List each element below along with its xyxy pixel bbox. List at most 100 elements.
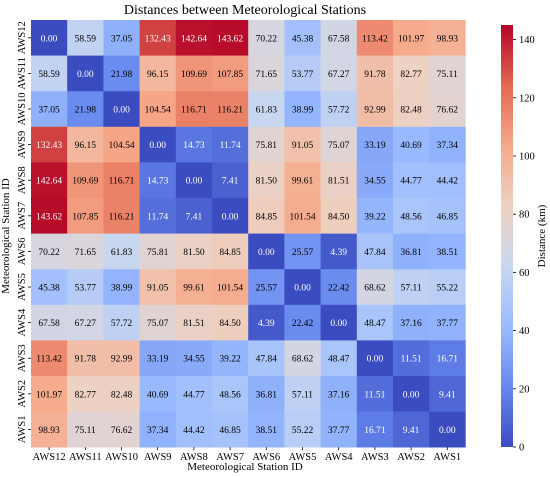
cell-value-label: 58.59 (38, 70, 60, 80)
heatmap-cell (175, 233, 213, 270)
heatmap-cell (103, 126, 140, 163)
cell-value-label: 38.99 (111, 284, 133, 294)
cell-value-label: 101.97 (36, 390, 62, 400)
cell-value-label: 61.83 (256, 106, 278, 116)
cell-value-label: 48.56 (219, 390, 241, 400)
heatmap-cell (284, 126, 321, 163)
heatmap-cell (320, 162, 358, 199)
heatmap-cell (139, 20, 177, 56)
heatmap-cell (320, 233, 358, 270)
cell-value-label: 75.81 (147, 248, 169, 258)
heatmap-cell (284, 55, 321, 92)
heatmap-cell (320, 411, 358, 448)
cell-value-label: 14.73 (183, 141, 205, 151)
heatmap-cell (393, 411, 430, 448)
x-tick-label: AWS5 (289, 452, 317, 463)
cell-value-label: 46.85 (437, 212, 459, 222)
heatmap-cell (356, 233, 394, 270)
heatmap-cell (248, 198, 285, 234)
heatmap-cell (103, 55, 140, 92)
heatmap-cell (429, 340, 466, 377)
cell-value-label: 45.38 (292, 34, 314, 44)
heatmap-cell (320, 304, 358, 341)
cell-value-label: 104.54 (145, 106, 171, 116)
heatmap-cell (103, 376, 140, 412)
heatmap-cell (139, 304, 177, 341)
heatmap-cell (284, 20, 321, 56)
heatmap-cell (31, 126, 68, 163)
cell-value-label: 37.16 (328, 390, 350, 400)
y-tick-label: AWS5 (17, 273, 28, 301)
cell-value-label: 81.51 (328, 177, 350, 187)
heatmap-cell (320, 91, 358, 128)
cell-value-label: 0.00 (113, 106, 130, 116)
heatmap-cells: 0.00 58.59 37.05 132.43 142.64 143.62 70.22 45.… (31, 20, 466, 448)
heatmap-cell (356, 162, 394, 199)
x-tick-label: AWS10 (105, 452, 138, 463)
heatmap-cell (175, 269, 213, 306)
cell-value-label: 98.93 (437, 34, 459, 44)
cell-value-label: 57.72 (111, 319, 133, 329)
cell-value-label: 71.65 (256, 70, 278, 80)
heatmap-cell (139, 198, 177, 234)
cell-value-label: 91.05 (292, 141, 314, 151)
heatmap-cell (175, 55, 213, 92)
cell-value-label: 7.41 (222, 177, 239, 187)
heatmap-cell (31, 162, 68, 199)
cell-value-label: 84.50 (219, 319, 241, 329)
x-tick-label: AWS11 (69, 452, 102, 463)
cell-value-label: 16.71 (437, 355, 459, 365)
cell-value-label: 0.00 (41, 34, 58, 44)
heatmap-cell (429, 233, 466, 270)
heatmap-cell (175, 20, 213, 56)
cell-value-label: 82.48 (111, 390, 133, 400)
cell-value-label: 143.62 (217, 34, 243, 44)
heatmap-cell (320, 126, 358, 163)
heatmap-cell (356, 304, 394, 341)
heatmap-cell (67, 233, 104, 270)
cell-value-label: 82.77 (75, 390, 97, 400)
cell-value-label: 47.84 (256, 355, 278, 365)
cell-value-label: 45.38 (38, 284, 60, 294)
cell-value-label: 55.22 (292, 426, 314, 436)
heatmap-cell (31, 20, 68, 56)
heatmap-cell (31, 233, 68, 270)
cell-value-label: 75.81 (256, 141, 278, 151)
cell-value-label: 47.84 (364, 248, 386, 258)
colorbar-tick-label: 140 (519, 35, 535, 46)
cell-value-label: 101.54 (217, 284, 243, 294)
cell-value-label: 57.72 (328, 106, 350, 116)
cell-value-label: 33.19 (364, 141, 386, 151)
colorbar: 0 20 40 60 80 100 120 140 Distance (km) (501, 25, 548, 454)
y-tick-label: AWS3 (17, 344, 28, 372)
heatmap-cell (429, 376, 466, 412)
cell-value-label: 4.39 (258, 319, 275, 329)
heatmap-cell (67, 55, 104, 92)
cell-value-label: 0.00 (186, 177, 203, 187)
y-tick-label: AWS9 (17, 131, 28, 159)
cell-value-label: 96.15 (75, 141, 97, 151)
heatmap-cell (175, 376, 213, 412)
heatmap-cell (212, 269, 249, 306)
heatmap-cell (103, 269, 140, 306)
cell-value-label: 76.62 (111, 426, 133, 436)
cell-value-label: 0.00 (149, 141, 166, 151)
heatmap-cell (212, 340, 249, 377)
cell-value-label: 37.16 (400, 319, 422, 329)
heatmap-cell (212, 304, 249, 341)
cell-value-label: 116.21 (109, 212, 135, 222)
heatmap-cell (31, 304, 68, 341)
x-tick-label: AWS7 (216, 452, 244, 463)
cell-value-label: 67.58 (38, 319, 60, 329)
cell-value-label: 14.73 (147, 177, 169, 187)
cell-value-label: 84.85 (256, 212, 278, 222)
cell-value-label: 53.77 (75, 284, 97, 294)
y-tick-labels: AWS12 AWS11 AWS10 AWS9 AWS8 AWS7 AWS6 AWS5 AWS4 A… (17, 21, 31, 443)
cell-value-label: 40.69 (400, 141, 422, 151)
y-tick-label: AWS8 (17, 166, 28, 194)
cell-value-label: 116.71 (109, 177, 135, 187)
cell-value-label: 91.78 (75, 355, 97, 365)
cell-value-label: 132.43 (145, 34, 171, 44)
cell-value-label: 46.85 (219, 426, 241, 436)
cell-value-label: 142.64 (181, 34, 207, 44)
